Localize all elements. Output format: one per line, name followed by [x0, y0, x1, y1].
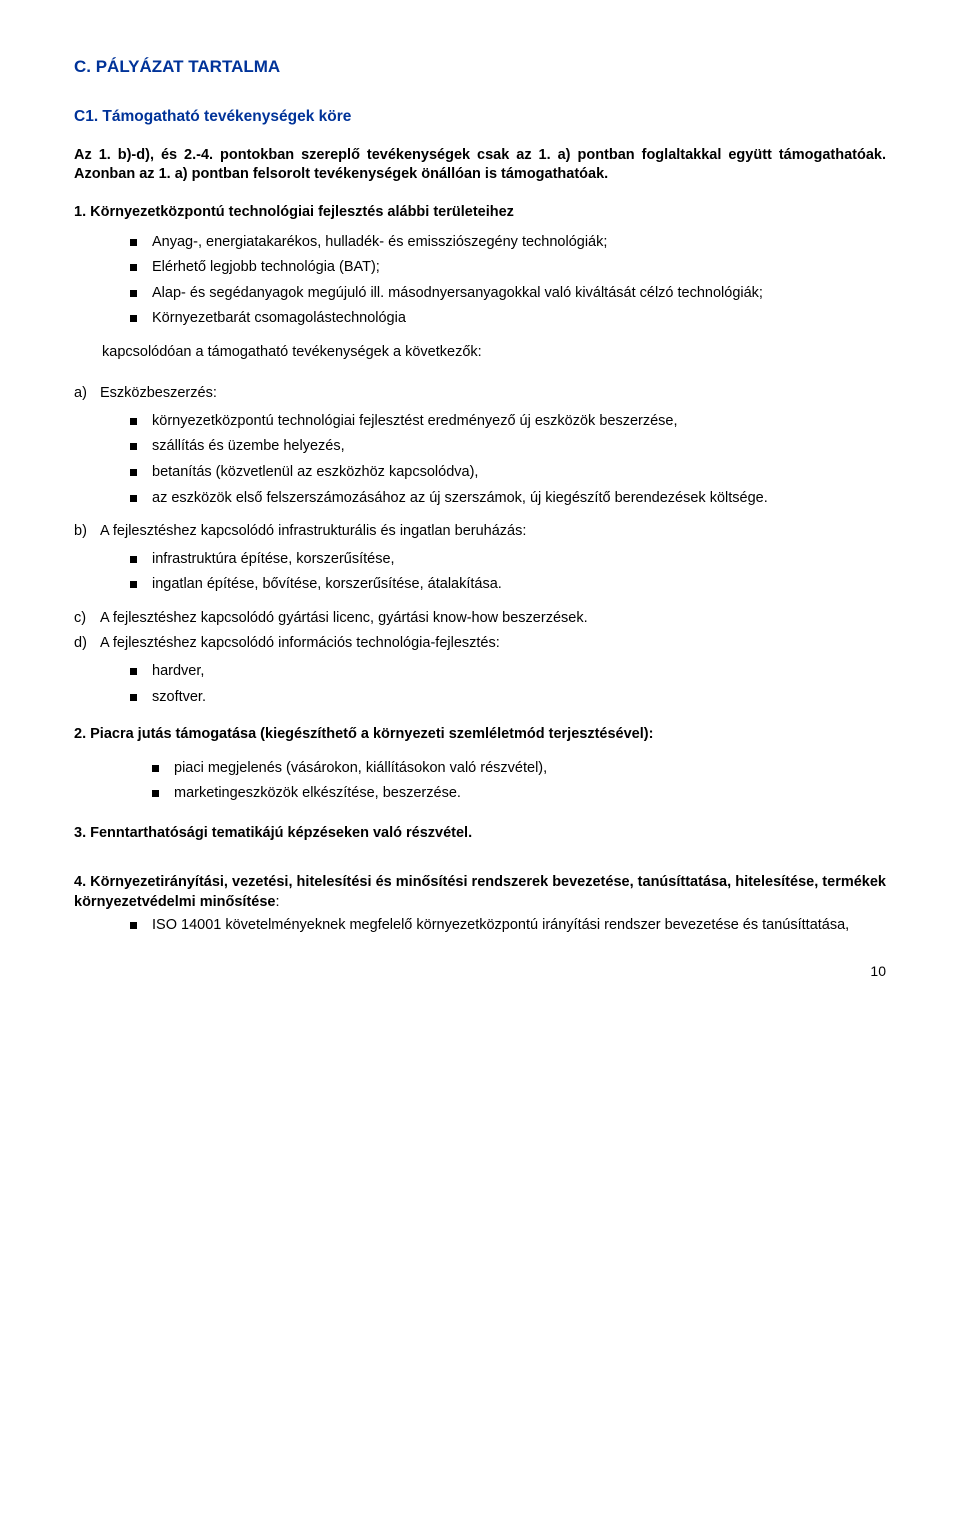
list-item: piaci megjelenés (vásárokon, kiállítások… — [152, 759, 886, 779]
letter-label: a) — [74, 384, 100, 404]
list-item: az eszközök első felszerszámozásához az … — [130, 489, 886, 509]
list-item: Környezetbarát csomagolástechnológia — [130, 309, 886, 329]
list-item: ingatlan építése, bővítése, korszerűsíté… — [130, 575, 886, 595]
list-item: környezetközpontú technológiai fejleszté… — [130, 412, 886, 432]
list-item: szoftver. — [130, 688, 886, 708]
section-4-colon: : — [275, 894, 279, 910]
section-4-list: ISO 14001 követelményeknek megfelelő kör… — [74, 916, 886, 936]
list-item: marketingeszközök elkészítése, beszerzés… — [152, 784, 886, 804]
item-c: c)A fejlesztéshez kapcsolódó gyártási li… — [74, 609, 886, 629]
intro-paragraph: Az 1. b)-d), és 2.-4. pontokban szereplő… — [74, 146, 886, 185]
section-1-tail: kapcsolódóan a támogatható tevékenységek… — [102, 343, 886, 363]
section-2-list: piaci megjelenés (vásárokon, kiállítások… — [74, 759, 886, 804]
item-d-title: A fejlesztéshez kapcsolódó információs t… — [100, 635, 500, 651]
section-2-title: 2. Piacra jutás támogatása (kiegészíthet… — [74, 726, 653, 742]
item-a-title: Eszközbeszerzés: — [100, 385, 217, 401]
section-3-title: 3. Fenntarthatósági tematikájú képzéseke… — [74, 824, 886, 844]
letter-label: b) — [74, 522, 100, 542]
list-item: Anyag-, energiatakarékos, hulladék- és e… — [130, 233, 886, 253]
item-c-text: A fejlesztéshez kapcsolódó gyártási lice… — [100, 610, 588, 626]
page-number: 10 — [74, 962, 886, 981]
item-a: a)Eszközbeszerzés: környezetközpontú tec… — [74, 384, 886, 508]
item-b-title: A fejlesztéshez kapcsolódó infrastruktur… — [100, 523, 526, 539]
section-4-title-text: 4. Környezetirányítási, vezetési, hitele… — [74, 874, 886, 910]
section-4-title: 4. Környezetirányítási, vezetési, hitele… — [74, 873, 886, 912]
section-2-title-line1: 2. Piacra jutás támogatása (kiegészíthet… — [74, 725, 886, 745]
list-item: hardver, — [130, 662, 886, 682]
list-item: infrastruktúra építése, korszerűsítése, — [130, 550, 886, 570]
lettered-list: a)Eszközbeszerzés: környezetközpontú tec… — [74, 384, 886, 707]
list-item: szállítás és üzembe helyezés, — [130, 437, 886, 457]
list-item: betanítás (közvetlenül az eszközhöz kapc… — [130, 463, 886, 483]
list-item: ISO 14001 követelményeknek megfelelő kör… — [130, 916, 886, 936]
subsection-heading: C1. Támogatható tevékenységek köre — [74, 107, 886, 128]
letter-label: c) — [74, 609, 100, 629]
section-1-list: Anyag-, energiatakarékos, hulladék- és e… — [74, 233, 886, 329]
letter-label: d) — [74, 634, 100, 654]
section-heading: C. PÁLYÁZAT TARTALMA — [74, 56, 886, 79]
item-d: d)A fejlesztéshez kapcsolódó információs… — [74, 634, 886, 707]
list-item: Elérhető legjobb technológia (BAT); — [130, 258, 886, 278]
item-b: b)A fejlesztéshez kapcsolódó infrastrukt… — [74, 522, 886, 595]
list-item: Alap- és segédanyagok megújuló ill. máso… — [130, 284, 886, 304]
section-1-title: 1. Környezetközpontú technológiai fejles… — [74, 203, 886, 223]
